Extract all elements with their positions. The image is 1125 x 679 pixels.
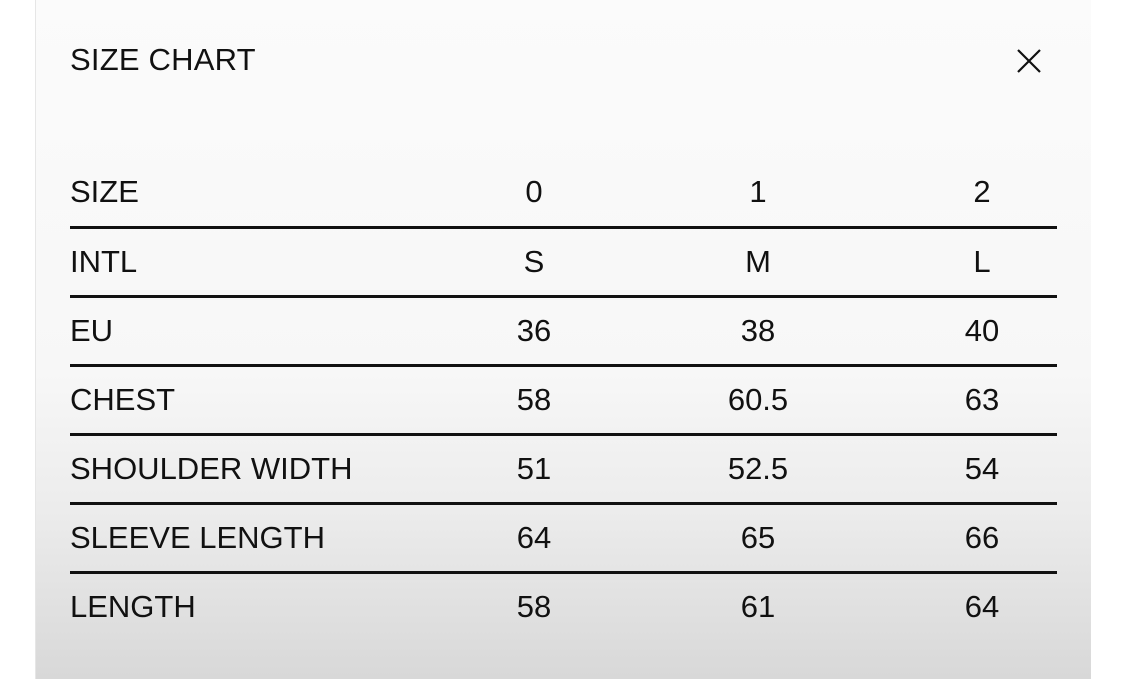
row-label: CHEST [70,382,176,417]
table-cell: 40 [964,313,1000,348]
row-label: EU [70,313,114,348]
table-cell: L [973,244,991,279]
row-label: SIZE [70,173,139,209]
table-cell: 52.5 [727,451,789,486]
close-button[interactable] [1014,46,1044,76]
row-label: SLEEVE LENGTH [70,520,325,555]
size-table: SIZE 0 1 2 INTL S M L EU 36 38 40 CHEST 58 60.5 63 SHOUL… [70,157,1057,640]
table-cell: S [523,244,545,279]
table-cell: 54 [964,451,1000,486]
size-column-header: 1 [749,173,767,209]
table-cell: 38 [740,313,776,348]
table-row: SHOULDER WIDTH 51 52.5 54 [70,433,1057,502]
row-label: SHOULDER WIDTH [70,451,353,486]
table-cell: 65 [740,520,776,555]
close-x-icon[interactable] [1014,46,1044,76]
table-cell: 63 [964,382,1000,417]
table-cell: 58 [516,589,552,624]
table-row: LENGTH 58 61 64 [70,571,1057,640]
table-cell: 64 [964,589,1000,624]
table-row: SLEEVE LENGTH 64 65 66 [70,502,1057,571]
size-chart-dialog: SIZE CHART SIZE 0 1 2 INTL S M L EU 36 38 40 CHEST 58… [35,0,1091,679]
table-row: EU 36 38 40 [70,295,1057,364]
table-cell: 61 [740,589,776,624]
table-row: CHEST 58 60.5 63 [70,364,1057,433]
table-cell: 36 [516,313,552,348]
row-label: LENGTH [70,589,196,624]
table-cell: 58 [516,382,552,417]
table-cell: 60.5 [727,382,789,417]
table-cell: 66 [964,520,1000,555]
table-cell: 64 [516,520,552,555]
dialog-title: SIZE CHART [70,42,256,77]
table-cell: M [745,244,771,279]
table-row: INTL S M L [70,226,1057,295]
table-cell: 51 [516,451,552,486]
size-column-header: 0 [525,173,543,209]
size-column-header: 2 [973,173,991,209]
table-header-row: SIZE 0 1 2 [70,157,1057,226]
row-label: INTL [70,244,138,279]
